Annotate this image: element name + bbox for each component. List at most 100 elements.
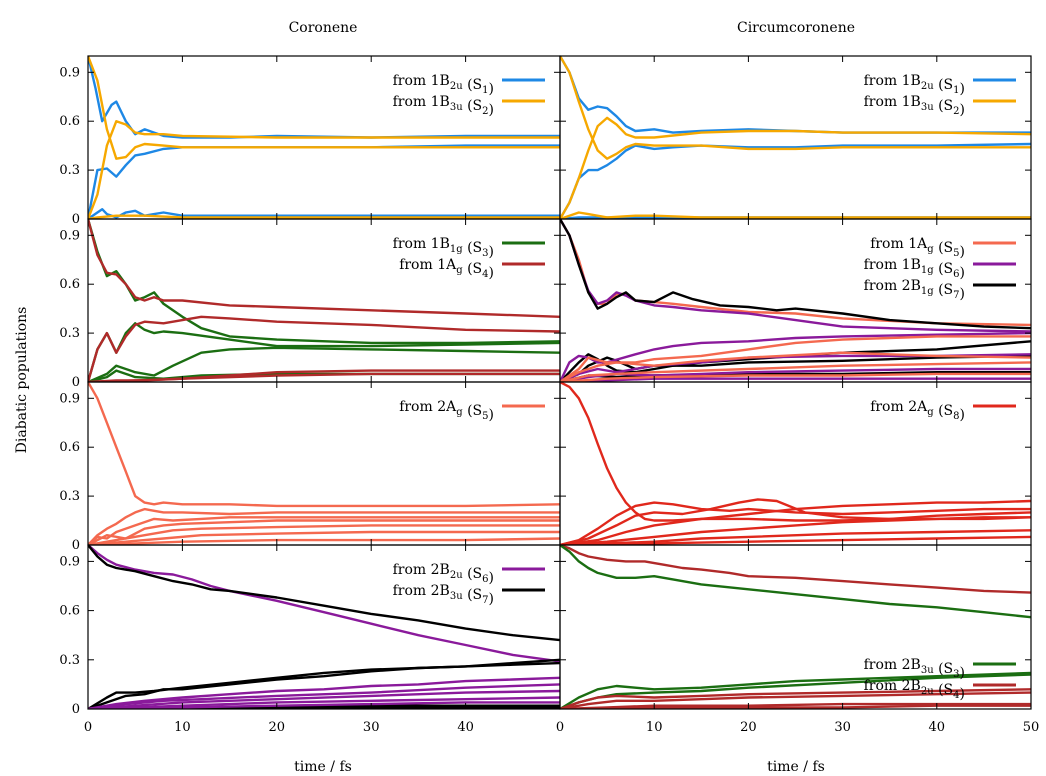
series-line-6: [560, 331, 1031, 382]
legend-label: from 2B3u (S3): [864, 657, 965, 681]
series-line-5: [560, 211, 1031, 219]
series-line-4: [88, 219, 560, 318]
legend-label: from 2B3u (S7): [393, 583, 494, 607]
series-line-1: [560, 142, 1031, 219]
x-tick-label: 10: [174, 720, 191, 735]
panel-row1-right: from 1B2u (S1)from 1B3u (S2): [559, 55, 1032, 220]
x-tick-label: 30: [363, 720, 380, 735]
legend: from 2B2u (S6)from 2B3u (S7): [393, 562, 545, 607]
legend: from 1B2u (S1)from 1B3u (S2): [864, 73, 1016, 118]
legend: from 1B1g (S3)from 1Ag (S4): [393, 236, 545, 281]
series-group: [560, 56, 1031, 219]
x-tick-label: 20: [269, 720, 286, 735]
series-line-7: [88, 372, 560, 382]
series-line-0: [560, 545, 1031, 594]
y-tick-label: 0.9: [59, 228, 80, 243]
y-tick-label: 0.3: [59, 489, 80, 504]
legend-label: from 1Ag (S5): [870, 236, 965, 260]
x-tick-label: 50: [1023, 720, 1040, 735]
legend-label: from 1B1g (S3): [393, 236, 494, 260]
y-tick-label: 0: [72, 702, 80, 717]
series-line-8: [88, 689, 560, 709]
y-tick-label: 0.9: [59, 391, 80, 406]
panel-row3-left: 0 0.3 0.6 0.9 from 2Ag (S5): [59, 381, 561, 553]
series-line-5: [560, 691, 1031, 709]
legend-label: from 1B3u (S2): [393, 94, 494, 118]
series-line-2: [560, 219, 1031, 330]
y-tick-label: 0.6: [59, 114, 80, 129]
series-line-2: [560, 671, 1031, 709]
series-line-2: [88, 516, 560, 545]
series-line-3: [88, 519, 560, 545]
series-line-3: [560, 56, 1031, 160]
y-tick-label: 0.3: [59, 653, 80, 668]
legend-label: from 2B2u (S6): [393, 562, 494, 586]
panel-row4-left: 0 0.3 0.6 0.9 0 10 20 30 40 from 2B2u (S6)from 2B…: [59, 544, 561, 735]
y-tick-label: 0.3: [59, 163, 80, 178]
legend-label: from 2Ag (S5): [399, 399, 494, 423]
y-tick-label: 0.6: [59, 604, 80, 619]
legend: from 2Ag (S5): [399, 399, 545, 423]
column-title-circumcoronene: Circumcoronene: [737, 20, 855, 36]
legend-label: from 1Ag (S4): [399, 257, 494, 281]
legend-label: from 2B2u (S4): [864, 678, 965, 702]
series-line-5: [88, 315, 560, 382]
series-line-10: [88, 701, 560, 709]
panel-row3-right: from 2Ag (S8): [559, 381, 1032, 546]
legend: from 2B3u (S3)from 2B2u (S4): [864, 657, 1016, 702]
series-line-7: [88, 683, 560, 709]
series-line-1: [560, 501, 1031, 545]
series-line-4: [560, 688, 1031, 709]
series-line-0: [88, 382, 560, 508]
series-line-13: [560, 372, 1031, 382]
series-line-10: [560, 335, 1031, 382]
y-tick-label: 0.6: [59, 440, 80, 455]
series-group: [88, 545, 560, 709]
x-tick-label: 30: [834, 720, 851, 735]
x-axis-title-right: time / fs: [767, 759, 825, 775]
y-tick-label: 0: [72, 212, 80, 227]
column-title-coronene: Coronene: [289, 20, 358, 36]
series-line-6: [88, 676, 560, 709]
y-tick-label: 0: [72, 538, 80, 553]
series-line-1: [88, 545, 560, 642]
x-tick-label: 0: [84, 720, 92, 735]
series-group: [560, 545, 1031, 709]
series-line-6: [560, 535, 1031, 545]
legend-label: from 1B1g (S6): [864, 257, 965, 281]
series-line-11: [560, 351, 1031, 382]
y-tick-label: 0.6: [59, 277, 80, 292]
series-line-1: [88, 144, 560, 219]
plot-frame: [559, 544, 1032, 710]
series-line-4: [88, 524, 560, 545]
legend-label: from 1B2u (S1): [864, 73, 965, 97]
series-line-5: [88, 530, 560, 545]
series-line-4: [560, 516, 1031, 545]
series-line-2: [88, 346, 560, 382]
panel-row2-right: from 1Ag (S5)from 1B1g (S6)from 2B1g (S7…: [559, 218, 1032, 383]
y-tick-label: 0.3: [59, 326, 80, 341]
y-tick-label: 0.9: [59, 554, 80, 569]
series-line-0: [88, 545, 560, 663]
series-line-5: [88, 706, 560, 709]
series-line-1: [88, 507, 560, 545]
series-line-3: [88, 56, 560, 160]
series-line-3: [560, 499, 1031, 545]
x-tick-label: 40: [929, 720, 946, 735]
legend: from 1B2u (S1)from 1B3u (S2): [393, 73, 545, 118]
legend-label: from 2B1g (S7): [864, 278, 965, 302]
legend-label: from 1B2u (S1): [393, 73, 494, 97]
series-line-7: [560, 704, 1031, 709]
series-line-12: [560, 361, 1031, 382]
series-line-4: [88, 120, 560, 219]
series-group: [560, 382, 1031, 545]
x-tick-label: 20: [740, 720, 757, 735]
legend: from 2Ag (S8): [870, 399, 1016, 423]
series-line-1: [560, 545, 1031, 619]
y-tick-label: 0: [72, 375, 80, 390]
panel-row4-right: 0 10 20 30 40 50 from 2B3u (S3)from 2B2u (S4): [556, 544, 1040, 735]
panel-row1-left: 0 0.3 0.6 0.9 from 1B2u (S1)from 1B3u (S2): [59, 55, 561, 227]
legend-label: from 1B3u (S2): [864, 94, 965, 118]
series-line-0: [560, 382, 1031, 522]
